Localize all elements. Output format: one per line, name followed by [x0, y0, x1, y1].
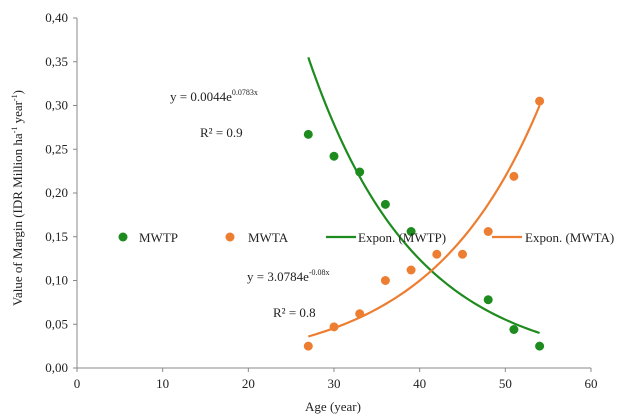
y-axis-title-pre: Value of Margin (IDR Million ha	[10, 133, 25, 306]
point-mwtp	[303, 129, 313, 139]
point-mwta	[329, 322, 339, 332]
legend-label-mwtp: MWTP	[139, 230, 178, 245]
trendline-mwtp	[307, 57, 540, 335]
legend-label-mwta: MWTA	[248, 230, 289, 245]
point-mwta	[432, 249, 442, 259]
legend-label-expon-mwta: Expon. (MWTA)	[525, 230, 614, 245]
y-tick-label: 0,15	[45, 229, 68, 244]
y-tick-label: 0,10	[45, 273, 68, 288]
x-tick-label: 30	[328, 376, 341, 391]
y-tick-label: 0,25	[45, 141, 68, 156]
point-mwta	[380, 276, 390, 285]
y-axis-title-mid: year	[10, 100, 25, 126]
chart-marks	[303, 57, 545, 351]
legend-marker-mwta	[225, 232, 235, 242]
equation-mwtp: y = 0.0044e0.0783x	[170, 88, 258, 104]
point-mwta	[535, 96, 545, 106]
point-mwtp	[329, 151, 339, 161]
y-tick-label: 0,30	[45, 98, 68, 113]
legend-label-expon-mwtp: Expon. (MWTP)	[358, 230, 446, 245]
point-mwta	[303, 341, 313, 351]
point-mwta	[406, 265, 416, 275]
x-tick-label: 40	[413, 376, 426, 391]
x-tick-label: 50	[499, 376, 512, 391]
x-tick-label: 0	[74, 376, 81, 391]
y-axis-title-sup2: -1	[10, 94, 19, 101]
y-axis-title: Value of Margin (IDR Million ha-1 year-1…	[10, 90, 25, 306]
point-mwta	[483, 227, 493, 236]
equation-mwta-base: y = 3.0784e	[247, 269, 309, 284]
legend: MWTP MWTA Expon. (MWTP) Expon. (MWTA)	[118, 230, 614, 245]
point-mwtp	[355, 167, 365, 177]
y-tick-label: 0,40	[45, 10, 68, 25]
trendline-mwta	[307, 105, 541, 338]
plot-area: 0,00 0,05 0,10 0,15 0,20 0,25 0,30 0,35 0,40 0 10 2…	[45, 10, 597, 391]
point-mwta	[355, 309, 365, 319]
y-axis-title-post: )	[10, 90, 25, 94]
r2-mwta: R² = 0.8	[273, 305, 316, 320]
x-axis-title: Age (year)	[305, 399, 361, 414]
equation-mwta: y = 3.0784e-0.08x	[247, 268, 330, 284]
y-tick-label: 0,05	[45, 316, 68, 331]
equation-mwtp-exp: 0.0783x	[232, 88, 258, 97]
point-mwta	[509, 171, 519, 181]
y-tick-label: 0,00	[45, 360, 68, 375]
r2-mwtp: R² = 0.9	[200, 125, 243, 140]
x-tick-label: 60	[585, 376, 598, 391]
x-tick-label: 20	[242, 376, 255, 391]
equation-mwta-exp: -0.08x	[309, 268, 330, 277]
point-mwta	[458, 249, 467, 259]
y-tick-label: 0,20	[45, 185, 68, 200]
point-mwtp	[535, 341, 545, 351]
point-mwtp	[406, 227, 416, 236]
point-mwtp	[380, 199, 390, 209]
legend-marker-mwtp	[118, 232, 128, 242]
y-axis-title-sup1: -1	[10, 127, 19, 134]
x-tick-label: 10	[156, 376, 169, 391]
point-mwtp	[509, 325, 519, 334]
y-tick-label: 0,35	[45, 54, 68, 69]
point-mwtp	[483, 295, 493, 305]
equation-mwtp-base: y = 0.0044e	[170, 89, 232, 104]
